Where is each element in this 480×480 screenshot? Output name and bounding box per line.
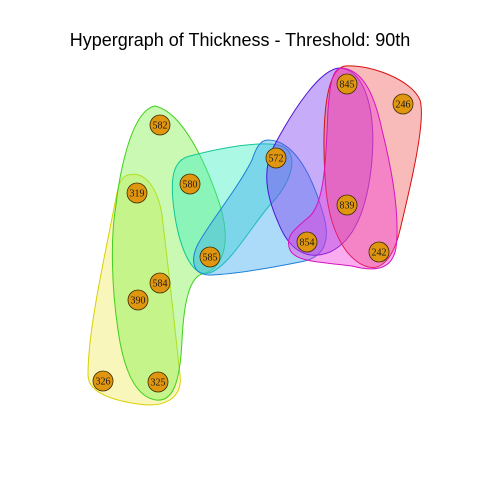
node-326: 326 (92, 370, 114, 392)
node-label: 390 (131, 296, 146, 307)
node-circle (126, 182, 148, 204)
node-label: 325 (151, 378, 166, 389)
node-242: 242 (368, 241, 390, 263)
node-325: 325 (147, 371, 169, 393)
node-circle (392, 93, 414, 115)
node-layer: 582 319 580 584 390 585 326 325 572 845 … (92, 73, 414, 393)
node-582: 582 (149, 114, 171, 136)
node-label: 845 (340, 80, 355, 91)
node-circle (199, 246, 221, 268)
node-label: 839 (340, 201, 355, 212)
node-circle (336, 194, 358, 216)
node-circle (296, 231, 318, 253)
node-label: 582 (153, 121, 168, 132)
node-label: 572 (269, 154, 284, 165)
hyperedge-layer (87, 65, 422, 406)
hyperedge-teal (171, 143, 293, 274)
node-label: 585 (203, 253, 218, 264)
node-label: 854 (300, 238, 315, 249)
node-390: 390 (127, 289, 149, 311)
node-839: 839 (336, 194, 358, 216)
hyperedge-magenta (288, 67, 398, 270)
node-circle (368, 241, 390, 263)
node-845: 845 (336, 73, 358, 95)
node-584: 584 (149, 272, 171, 294)
node-585: 585 (199, 246, 221, 268)
node-label: 584 (153, 279, 168, 290)
node-854: 854 (296, 231, 318, 253)
node-580: 580 (179, 173, 201, 195)
hyperedge-yellow (87, 173, 181, 406)
node-572: 572 (265, 147, 287, 169)
node-319: 319 (126, 182, 148, 204)
node-circle (265, 147, 287, 169)
node-246: 246 (392, 93, 414, 115)
node-circle (336, 73, 358, 95)
node-circle (149, 114, 171, 136)
node-label: 326 (96, 377, 111, 388)
node-label: 246 (396, 100, 411, 111)
node-circle (92, 370, 114, 392)
node-circle (127, 289, 149, 311)
node-circle (147, 371, 169, 393)
node-circle (149, 272, 171, 294)
node-label: 242 (372, 248, 387, 259)
node-label: 580 (183, 180, 198, 191)
figure-title: Hypergraph of Thickness - Threshold: 90t… (69, 30, 411, 50)
node-circle (179, 173, 201, 195)
hyperedge-blue (193, 139, 327, 276)
node-label: 319 (130, 189, 145, 200)
